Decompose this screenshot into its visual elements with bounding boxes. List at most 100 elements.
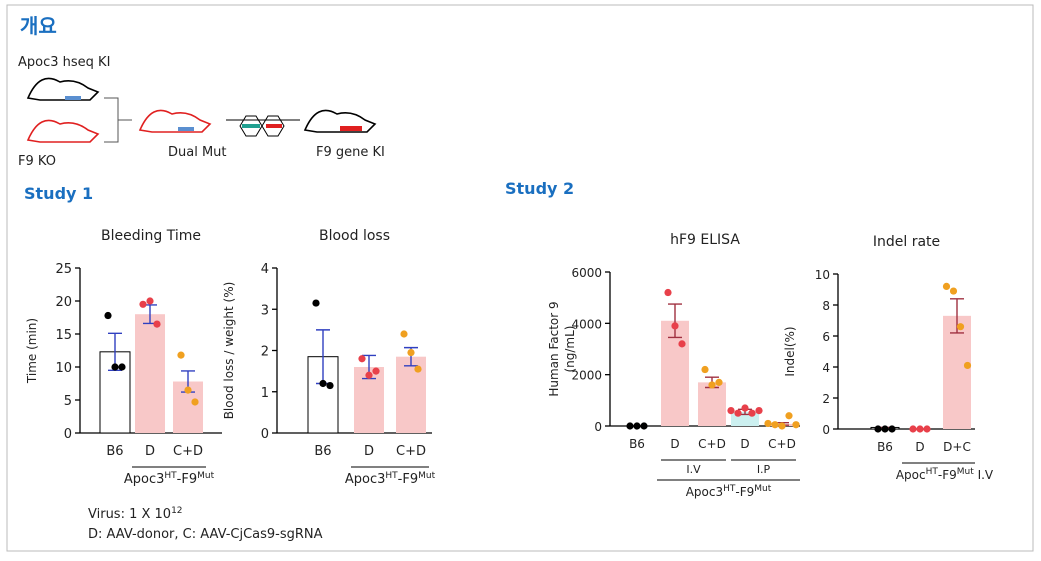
- diagram-label: Dual Mut: [168, 145, 227, 160]
- study-2: Study 2: [505, 179, 574, 198]
- y-tick-label: 6: [822, 330, 830, 344]
- y-tick-label: 2: [822, 392, 830, 406]
- group-label-part: Apoc3: [686, 485, 723, 499]
- bar: [661, 320, 689, 426]
- diagram-label: F9 KO: [18, 154, 56, 169]
- x-tick-label: B6: [629, 437, 645, 451]
- data-point: [177, 351, 185, 359]
- group-label-part: HT: [926, 467, 939, 477]
- data-point: [734, 409, 742, 417]
- y-tick-label: 0: [261, 427, 269, 442]
- y-tick-label: 20: [55, 295, 72, 310]
- data-point: [626, 422, 634, 430]
- chart-title: hF9 ELISA: [670, 232, 740, 248]
- y-tick-label: 15: [55, 328, 72, 343]
- data-point: [727, 407, 735, 415]
- data-point: [319, 379, 327, 388]
- data-point: [792, 421, 800, 429]
- group-label-part: Mut: [957, 467, 974, 477]
- group-label-part: I.V: [974, 468, 994, 482]
- data-point: [191, 398, 199, 406]
- y-tick-label: 3: [261, 303, 269, 318]
- y-tick-label: 0: [594, 420, 602, 434]
- group-label: Apoc3HT-F9Mut: [345, 471, 436, 487]
- group-label-part: -F9: [735, 485, 754, 499]
- frame: [6, 4, 1034, 552]
- bar: [396, 356, 426, 433]
- data-point: [118, 363, 126, 371]
- data-point: [956, 323, 965, 331]
- x-tick-label: B6: [106, 444, 123, 459]
- data-point: [916, 425, 924, 433]
- group-label-part: Apoc: [896, 468, 926, 482]
- x-tick-label: D: [364, 444, 374, 459]
- y-axis-label: Blood loss / weight (%): [222, 282, 236, 420]
- y-tick-label: 1: [261, 386, 269, 401]
- note-virus: Virus: 1 X 1012: [88, 506, 183, 522]
- data-point: [764, 419, 772, 428]
- data-point: [881, 425, 889, 433]
- group-label-part: HT: [164, 471, 177, 481]
- y-tick-label: 0: [64, 427, 72, 442]
- y-tick-label: 4: [261, 262, 269, 277]
- data-point: [407, 348, 415, 357]
- note-sup: 12: [171, 506, 182, 516]
- group-label: Apoc3HT-F9Mut: [124, 471, 215, 487]
- error-bar: [668, 303, 682, 339]
- group-label-part: -F9: [398, 472, 418, 487]
- x-tick-label: D: [670, 437, 679, 451]
- y-axis-label: Human Factor 9: [547, 301, 561, 396]
- data-point: [748, 409, 756, 417]
- y-tick-label: 2000: [571, 369, 602, 383]
- bar: [698, 382, 726, 426]
- group-label-part: HT: [385, 471, 398, 481]
- data-point: [400, 330, 408, 338]
- data-point: [111, 363, 119, 371]
- data-point: [678, 340, 686, 348]
- y-tick-label: 6000: [571, 266, 602, 280]
- x-tick-label: D: [145, 444, 155, 459]
- data-point: [358, 355, 366, 363]
- chart-title: Blood loss: [319, 228, 390, 244]
- data-point: [326, 381, 334, 390]
- title: 개요: [20, 14, 57, 38]
- data-point: [184, 386, 192, 394]
- y-tick-label: 25: [55, 262, 72, 277]
- x-tick-label: B6: [877, 440, 893, 454]
- data-point: [949, 287, 958, 295]
- group-label-part: -F9: [938, 468, 957, 482]
- data-point: [778, 422, 786, 430]
- data-point: [664, 288, 672, 297]
- group-label-part: Mut: [754, 484, 771, 494]
- diagram-label: F9 gene KI: [316, 145, 385, 160]
- data-point: [146, 297, 154, 305]
- diagram-label: Apoc3 hseq KI: [18, 55, 110, 70]
- data-point: [640, 422, 648, 430]
- y-tick-label: 4000: [571, 317, 602, 331]
- y-axis-label: Time (min): [25, 318, 39, 384]
- group-label-part: Mut: [197, 471, 214, 481]
- group-label: ApocHT-F9Mut I.V: [896, 467, 994, 482]
- data-point: [139, 300, 147, 308]
- data-point: [785, 412, 793, 420]
- data-point: [372, 367, 380, 375]
- x-tick-label: C+D: [698, 437, 726, 451]
- data-point: [909, 425, 917, 433]
- data-point: [633, 422, 641, 430]
- x-tick-label: D+C: [943, 440, 971, 454]
- data-point: [671, 322, 679, 330]
- y-tick-label: 2: [261, 345, 269, 360]
- data-point: [701, 365, 709, 374]
- data-point: [874, 425, 882, 433]
- data-point: [963, 361, 972, 370]
- x-tick-label: D: [915, 440, 924, 454]
- group-label-part: Mut: [418, 471, 435, 481]
- bar: [135, 314, 165, 433]
- data-point: [365, 371, 373, 379]
- data-point: [923, 425, 931, 433]
- subgroup-label: I.V: [686, 463, 701, 476]
- x-tick-label: C+D: [173, 444, 203, 459]
- data-point: [414, 365, 422, 373]
